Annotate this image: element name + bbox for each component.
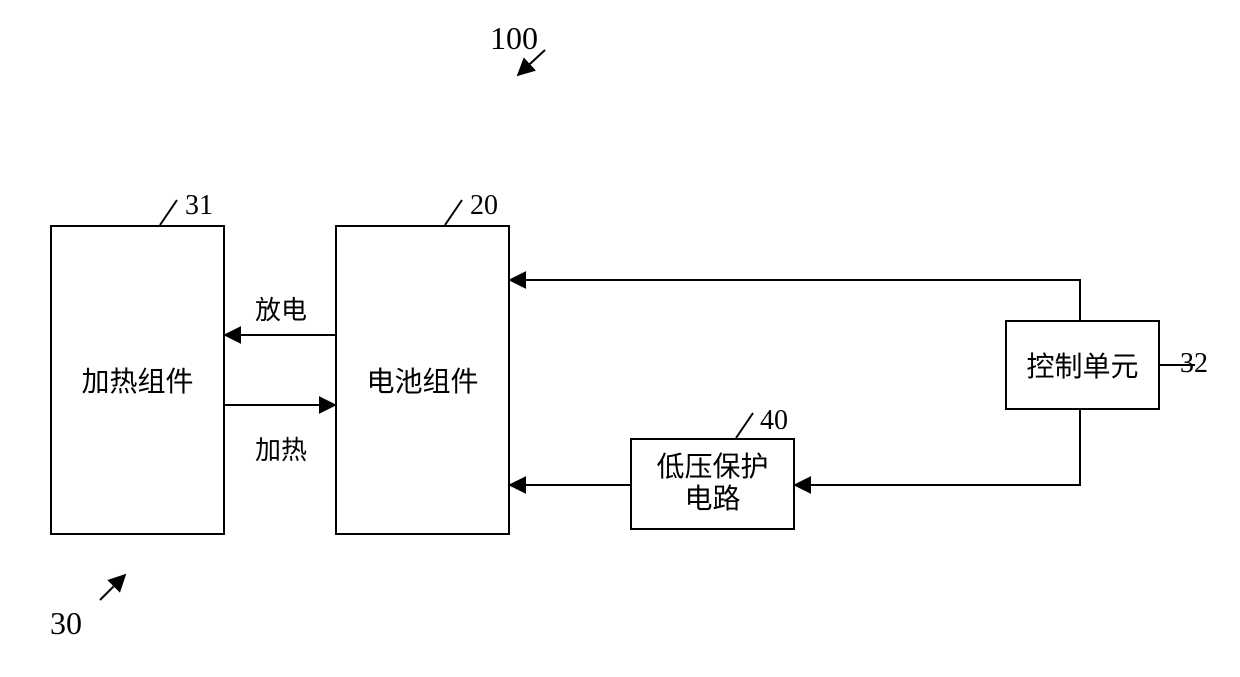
node-lvp-label-line1: 低压保护 [656,452,768,484]
ref-label-32: 32 [1180,348,1208,380]
ref-arrow-30 [100,575,125,600]
ref-label-40: 40 [760,405,788,437]
ref-label-100: 100 [490,20,538,57]
node-control-label: 控制单元 [1026,345,1138,385]
node-lvp-label-line2: 电路 [656,484,768,516]
node-lvp: 低压保护 电路 [630,438,795,530]
node-heating-label: 加热组件 [81,360,193,400]
node-battery-label: 电池组件 [366,360,478,400]
edge-ctrl-to-battery [510,280,1080,320]
edge-label-heat: 加热 [255,430,307,467]
edge-ctrl-to-lvp [795,410,1080,485]
ref-tick-31 [160,200,177,225]
node-heating: 加热组件 [50,225,225,535]
ref-tick-40 [736,413,753,438]
node-battery: 电池组件 [335,225,510,535]
edge-label-discharge: 放电 [255,290,307,327]
ref-label-31: 31 [185,190,213,222]
ref-label-20: 20 [470,190,498,222]
node-control: 控制单元 [1005,320,1160,410]
ref-label-30: 30 [50,605,82,642]
ref-tick-20 [445,200,462,225]
